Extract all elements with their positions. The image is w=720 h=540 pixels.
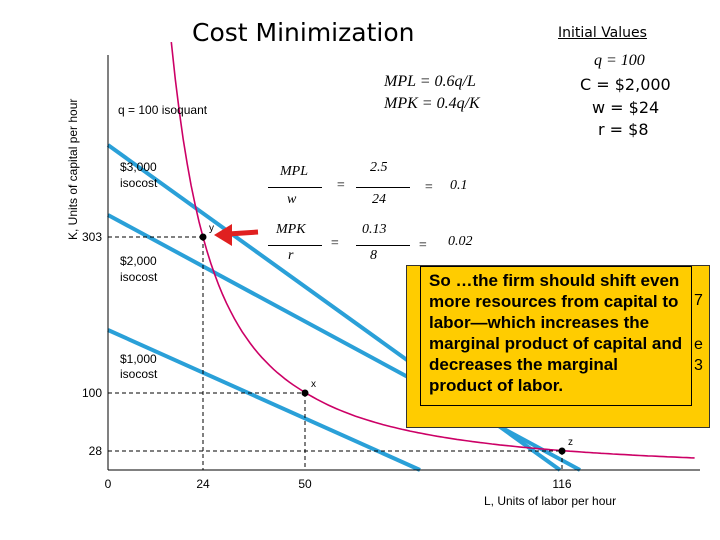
ratio-mpk-mid-den: 8 (370, 248, 377, 263)
callout-text: So …the firm should shift even more reso… (420, 266, 692, 406)
ratio-mpk-bar (268, 245, 322, 246)
ratio-mpk-eq1: = (330, 236, 340, 251)
ratio-mpl-eq1: = (336, 178, 346, 193)
isoquant-label: q = 100 isoquant (118, 103, 208, 117)
isocost-2000-value: $2,000 (120, 254, 157, 268)
y-axis-label: K, Units of capital per hour (66, 98, 80, 240)
initial-wage: w = $24 (592, 98, 660, 117)
ratio-mpl-mid-bar (356, 187, 410, 188)
ratio-mpl-mid-num: 2.5 (370, 160, 388, 175)
x-tick-label: 116 (552, 477, 571, 491)
point-label-z: z (568, 437, 573, 448)
x-axis-label: L, Units of labor per hour (484, 494, 617, 508)
initial-cost: C = $2,000 (580, 75, 671, 94)
ratio-mpk-result: 0.02 (448, 234, 473, 249)
initial-rent: r = $8 (598, 120, 649, 139)
point-label-x: x (311, 379, 316, 390)
isocost-3000-word: isocost (120, 176, 158, 190)
point-z (558, 447, 566, 455)
ratio-mpl-result: 0.1 (450, 178, 468, 193)
ratio-mpl-bar (268, 187, 322, 188)
isocost-line-1000 (107, 328, 421, 472)
ratio-mpk-denominator: r (288, 248, 294, 263)
initial-q: q = 100 (594, 52, 645, 69)
isocost-3000-value: $3,000 (120, 160, 157, 174)
isocost-2000-word: isocost (120, 270, 158, 284)
ratio-mpl-eq2: = (424, 180, 434, 195)
arrow-head (214, 224, 232, 246)
isoquant-curve (170, 42, 695, 459)
callout-edge-fragment: 7 (694, 292, 703, 309)
ratio-mpk-eq2: = (418, 238, 428, 253)
arrow-shaft (227, 229, 259, 237)
point-label-y: y (209, 223, 214, 234)
point-x (301, 389, 309, 397)
ratio-mpk-mid-bar (356, 245, 410, 246)
y-tick-label: 28 (89, 444, 103, 458)
callout-edge-fragment: e (694, 336, 703, 353)
y-tick-label: 100 (82, 386, 102, 400)
chart-title: Cost Minimization (192, 18, 415, 47)
y-tick-label: 303 (82, 230, 102, 244)
isocost-1000-word: isocost (120, 367, 158, 381)
ratio-mpl-mid-den: 24 (372, 192, 386, 207)
initial-values-heading: Initial Values (558, 25, 647, 41)
ratio-mpk-mid-num: 0.13 (362, 222, 387, 237)
point-y (199, 233, 207, 241)
ratio-mpl-numerator: MPL (280, 164, 308, 179)
x-tick-label: 50 (298, 477, 312, 491)
mpk-formula: MPK = 0.4q/K (384, 95, 480, 112)
x-tick-label: 24 (196, 477, 210, 491)
x-tick-label: 0 (105, 477, 112, 491)
callout-edge-fragment: 3 (694, 357, 703, 374)
mpl-formula: MPL = 0.6q/L (384, 73, 476, 90)
isocost-1000-value: $1,000 (120, 352, 157, 366)
ratio-mpl-denominator: w (287, 192, 297, 207)
ratio-mpk-numerator: MPK (276, 222, 306, 237)
